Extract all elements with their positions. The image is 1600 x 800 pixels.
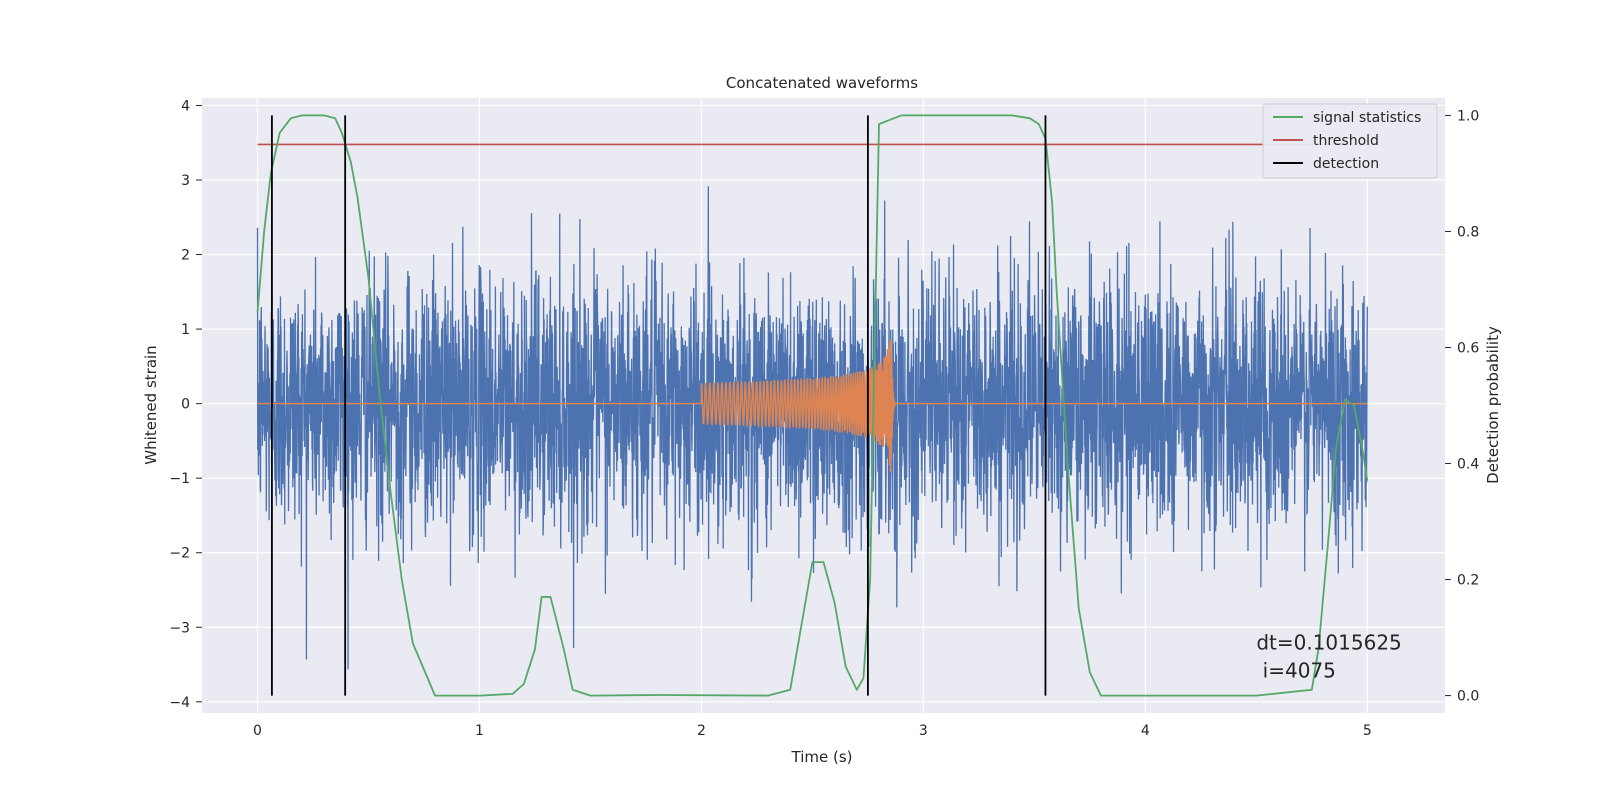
series-signal-statistics [256,114,1369,697]
x-axis-title: Time (s) [791,748,853,766]
y-tick-label: −2 [169,546,190,562]
y2-tick-label: 0.8 [1457,224,1479,240]
y-tick-label: −4 [169,695,190,711]
legend-box [1262,103,1438,179]
x-axis: 0 1 2 3 4 5 [253,723,1372,739]
x-tick-label: 1 [475,723,484,739]
data-layer [256,114,1369,697]
y-tick-label: −3 [169,620,190,636]
annotation-dt: dt=0.1015625 [1256,631,1401,655]
y-tick-label: 1 [181,322,190,338]
legend-label-signal-statistics: signal statistics [1313,110,1421,126]
chart-title: Concatenated waveforms [726,74,918,92]
y-tick-label: −1 [169,471,190,487]
x-tick-label: 2 [697,723,706,739]
y2-tick-label: 0.6 [1457,340,1479,356]
series-whitened-strain-noise [256,186,1368,670]
x-tick-label: 4 [1141,723,1150,739]
y2-tick-label: 1.0 [1457,108,1479,124]
annotation-i: i=4075 [1256,659,1336,683]
y-axis-title: Whitened strain [142,345,160,464]
y2-tick-label: 0.4 [1457,457,1479,473]
right-axis: 0.0 0.2 0.4 0.6 0.8 1.0 [1445,108,1479,705]
legend: signal statistics threshold detection [1262,103,1438,179]
y2-axis-title: Detection probability [1484,326,1502,484]
y2-tick-label: 0.0 [1457,689,1479,705]
legend-label-detection: detection [1313,156,1379,172]
y-tick-label: 0 [181,397,190,413]
x-tick-label: 5 [1363,723,1372,739]
x-tick-label: 3 [919,723,928,739]
y-tick-label: 2 [181,248,190,264]
left-axis: −4 −3 −2 −1 0 1 2 3 4 [169,98,202,711]
y2-tick-label: 0.2 [1457,573,1479,589]
y-tick-label: 3 [181,173,190,189]
y-tick-label: 4 [181,98,190,114]
series-chirp-waveform [257,339,1368,472]
legend-label-threshold: threshold [1313,133,1379,149]
x-tick-label: 0 [253,723,262,739]
